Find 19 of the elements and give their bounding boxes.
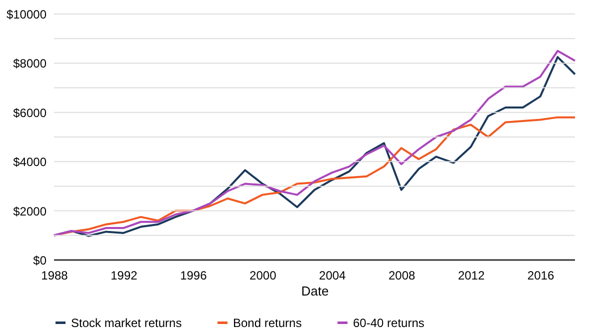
x-tick-label: 1988: [41, 268, 68, 282]
legend-label: Bond returns: [233, 316, 302, 330]
x-tick-label: 2004: [319, 268, 346, 282]
y-tick-label: $10000: [6, 8, 47, 22]
y-tick-label: $8000: [13, 56, 47, 71]
y-tick-label: $6000: [13, 106, 47, 120]
y-tick-label: $2000: [13, 204, 47, 218]
x-tick-label: 2000: [250, 268, 277, 282]
legend-label: Stock market returns: [71, 316, 182, 330]
x-tick-label: 2012: [458, 268, 485, 282]
legend-label: 60-40 returns: [353, 316, 424, 330]
y-tick-label: $0: [33, 254, 47, 268]
x-tick-label: 2008: [388, 268, 416, 282]
y-tick-label: $4000: [13, 155, 47, 170]
x-axis-title: Date: [301, 284, 329, 298]
x-tick-label: 2016: [527, 268, 554, 282]
line-series: [53, 116, 576, 236]
x-tick-label: 1992: [110, 268, 138, 282]
x-tick-label: 1996: [180, 268, 208, 282]
